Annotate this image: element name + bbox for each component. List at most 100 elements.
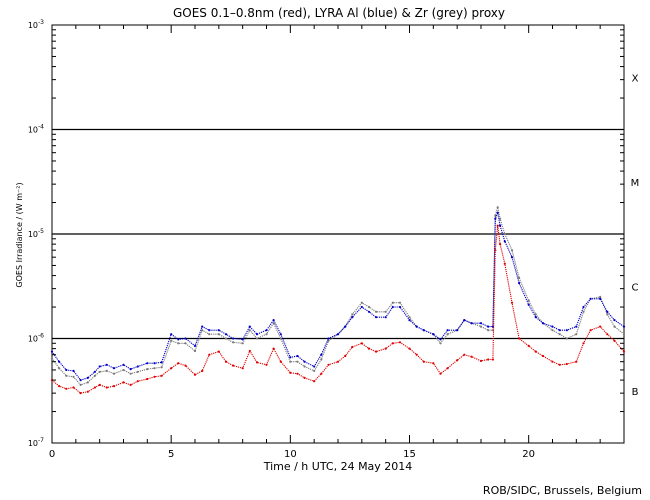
data-point [303, 365, 306, 368]
data-point [146, 368, 149, 371]
data-point [351, 316, 354, 319]
data-point [255, 361, 259, 364]
class-label-m: M [631, 178, 640, 189]
data-point [398, 305, 402, 309]
y-tick-label: 10-4 [28, 124, 44, 135]
flare-class-lines [52, 128, 624, 340]
data-point [565, 337, 568, 340]
data-point [289, 356, 292, 359]
x-tick-label: 20 [522, 449, 535, 460]
data-point [613, 339, 616, 342]
data-point [93, 374, 96, 377]
data-point [487, 329, 490, 332]
data-point [499, 217, 502, 220]
data-point [589, 297, 592, 300]
series-lyra-al [50, 211, 626, 382]
data-point [296, 354, 299, 358]
data-point [129, 372, 132, 375]
data-point [272, 322, 275, 325]
data-point [496, 224, 499, 227]
data-point [432, 333, 435, 336]
data-point [136, 380, 139, 383]
data-point [503, 232, 506, 236]
data-point [241, 367, 244, 370]
data-point [224, 337, 228, 340]
data-point [518, 337, 521, 340]
data-point [320, 372, 323, 375]
data-point [367, 310, 371, 313]
data-point [65, 387, 68, 390]
data-point [575, 360, 578, 363]
data-point [408, 319, 411, 322]
data-point [146, 362, 149, 365]
data-point [313, 365, 316, 368]
data-point [72, 369, 75, 372]
data-point [160, 361, 163, 364]
data-point [58, 367, 61, 370]
data-point [606, 313, 609, 316]
data-point [551, 325, 554, 328]
data-point [50, 357, 54, 360]
data-point [241, 342, 244, 345]
data-point [575, 333, 578, 336]
data-point [375, 310, 378, 313]
data-point [391, 305, 394, 309]
data-point [446, 367, 449, 370]
series-goes-0-1-0-8nm [50, 224, 626, 395]
data-point [170, 333, 173, 336]
data-point [320, 358, 323, 361]
x-tick-label: 0 [49, 449, 55, 460]
data-point [112, 372, 116, 375]
data-point [122, 368, 125, 372]
data-point [606, 333, 609, 336]
series-line [51, 206, 625, 386]
data-point [558, 363, 561, 366]
data-point [136, 365, 139, 368]
data-point [98, 370, 101, 373]
data-point [265, 329, 268, 332]
y-axis-label: GOES Irradiance / (W m⁻²) [15, 182, 24, 287]
data-point [93, 370, 96, 373]
data-point [494, 214, 497, 217]
class-label-b: B [632, 387, 639, 398]
data-point [217, 333, 220, 336]
data-point [494, 249, 497, 252]
data-point [58, 385, 61, 388]
data-point [112, 367, 116, 370]
data-point [208, 353, 211, 356]
data-point [479, 322, 483, 325]
data-point [98, 365, 101, 368]
data-point [534, 316, 537, 319]
data-point [360, 305, 363, 309]
data-point [248, 329, 251, 332]
data-point [248, 349, 251, 353]
data-point [510, 249, 514, 252]
data-point [303, 376, 306, 379]
data-point [327, 363, 330, 366]
data-point [599, 295, 602, 298]
data-point [208, 329, 211, 332]
data-point [494, 217, 497, 220]
data-point [360, 301, 363, 304]
data-point [499, 243, 502, 246]
credit-text: ROB/SIDC, Brussels, Belgium [483, 484, 642, 497]
data-point [360, 342, 363, 345]
data-point [224, 333, 228, 336]
data-point [248, 325, 251, 328]
data-point [415, 325, 418, 328]
data-point [491, 358, 494, 361]
data-point [575, 325, 578, 328]
data-point [439, 342, 442, 345]
data-point [201, 329, 204, 332]
data-point [289, 360, 292, 363]
data-point [279, 333, 282, 336]
data-point [398, 301, 402, 304]
y-tick-label: 10-6 [28, 333, 44, 344]
data-point [565, 329, 568, 332]
data-point [72, 375, 75, 378]
data-point [510, 301, 514, 304]
data-point [320, 353, 323, 356]
data-point [177, 342, 180, 345]
data-point [558, 333, 561, 336]
data-point [193, 349, 197, 353]
